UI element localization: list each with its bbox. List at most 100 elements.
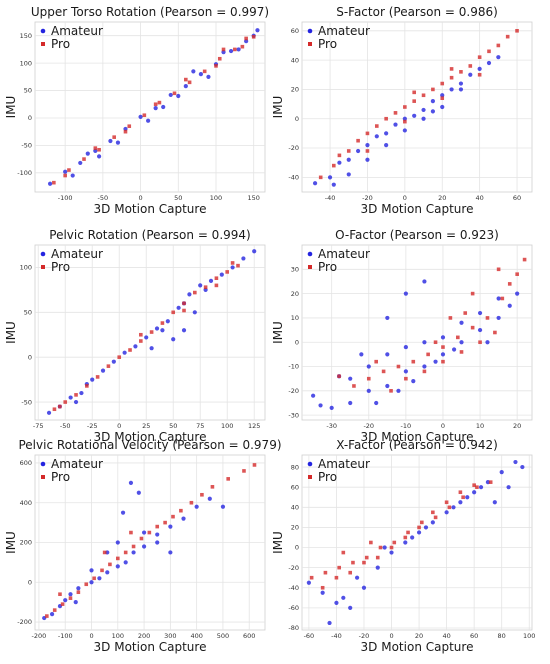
data-point <box>106 364 111 368</box>
y-tick-label: -100 <box>17 169 32 177</box>
data-point <box>116 556 120 561</box>
data-point <box>406 530 410 535</box>
data-point <box>210 485 215 489</box>
data-point <box>225 270 230 274</box>
data-point <box>228 48 234 54</box>
y-tick-label: -50 <box>21 142 32 150</box>
data-point <box>163 520 167 525</box>
data-point <box>168 92 173 98</box>
data-point <box>176 93 181 99</box>
data-point <box>374 134 379 139</box>
data-point <box>115 540 120 545</box>
x-tick-label: 0 <box>139 194 143 202</box>
data-point <box>67 168 71 172</box>
data-point <box>411 379 416 384</box>
data-point <box>120 510 126 515</box>
data-point <box>361 585 367 590</box>
x-axis-label: 3D Motion Capture <box>94 202 207 216</box>
y-tick-label: 100 <box>20 59 32 67</box>
data-point <box>123 550 128 555</box>
data-point <box>241 256 246 261</box>
data-point <box>412 90 416 95</box>
data-point <box>187 80 192 85</box>
data-point <box>440 93 445 98</box>
data-point <box>58 592 62 597</box>
data-point <box>366 364 371 369</box>
data-point <box>444 510 449 515</box>
data-point <box>329 405 334 410</box>
subplot-2: -40 -20 0 20 40 60 -40 -20 0 20 40 60 S-Factor (Pear… <box>271 5 533 216</box>
data-point <box>90 377 95 382</box>
data-point <box>146 118 151 123</box>
data-point <box>214 64 218 68</box>
data-point <box>331 182 336 187</box>
series-amateur <box>46 249 257 415</box>
y-tick-label: -40 <box>288 584 299 592</box>
data-point <box>68 395 73 400</box>
x-tick-label: -20 <box>362 194 373 202</box>
data-point <box>73 399 79 405</box>
data-point <box>334 600 339 605</box>
x-tick-label: 0 <box>89 632 93 640</box>
data-point <box>463 311 468 315</box>
y-tick-label: 40 <box>291 503 299 511</box>
series-amateur <box>312 55 501 187</box>
data-point <box>182 301 186 306</box>
x-tick-label: 100 <box>221 422 233 430</box>
data-point <box>200 492 204 497</box>
data-point <box>323 570 328 575</box>
y-tick-label: -50 <box>21 398 32 406</box>
data-point <box>381 369 386 374</box>
y-tick-label: 600 <box>20 459 32 467</box>
y-tick-label: -20 <box>288 387 299 395</box>
data-point <box>108 138 113 144</box>
data-point <box>202 69 207 74</box>
data-point <box>515 272 519 276</box>
series-pro <box>337 257 527 393</box>
data-point <box>52 407 57 412</box>
data-point <box>320 585 325 590</box>
data-point <box>485 316 490 320</box>
data-point <box>496 315 501 321</box>
data-point <box>389 389 393 393</box>
data-point <box>458 81 464 86</box>
data-point <box>251 35 256 39</box>
series-pro <box>45 463 257 618</box>
data-point <box>63 169 68 174</box>
x-tick-label: 0 <box>441 422 445 430</box>
data-point <box>122 350 127 355</box>
data-point <box>198 283 203 288</box>
data-point <box>459 320 464 325</box>
x-tick-label: 75 <box>196 422 204 430</box>
data-point <box>488 480 493 484</box>
data-point <box>112 135 116 139</box>
data-point <box>155 540 160 545</box>
data-point <box>461 495 465 500</box>
plot-area <box>301 454 533 631</box>
x-axis-label: 3D Motion Capture <box>94 640 207 654</box>
x-tick-label: 100 <box>523 632 535 640</box>
data-point <box>374 359 378 364</box>
x-tick-label: 50 <box>169 422 177 430</box>
data-point <box>362 560 366 565</box>
data-point <box>242 469 246 473</box>
x-tick-label: 10 <box>476 422 484 430</box>
data-point <box>496 43 501 48</box>
data-point <box>364 555 369 560</box>
data-point <box>153 105 158 111</box>
data-point <box>89 580 94 585</box>
data-point <box>485 340 490 345</box>
data-point <box>506 485 511 490</box>
data-point <box>389 545 394 550</box>
data-point <box>311 393 316 398</box>
x-tick-label: -50 <box>60 422 71 430</box>
data-point <box>496 267 501 272</box>
data-point <box>111 359 116 364</box>
subplot-5: -200 -100 0 100 200 300 400 500 600 -200 0 200 400 60… <box>4 438 282 654</box>
data-point <box>385 383 390 389</box>
data-point <box>123 129 128 134</box>
x-tick-label: 50 <box>174 194 182 202</box>
y-axis-label: IMU <box>4 531 18 554</box>
